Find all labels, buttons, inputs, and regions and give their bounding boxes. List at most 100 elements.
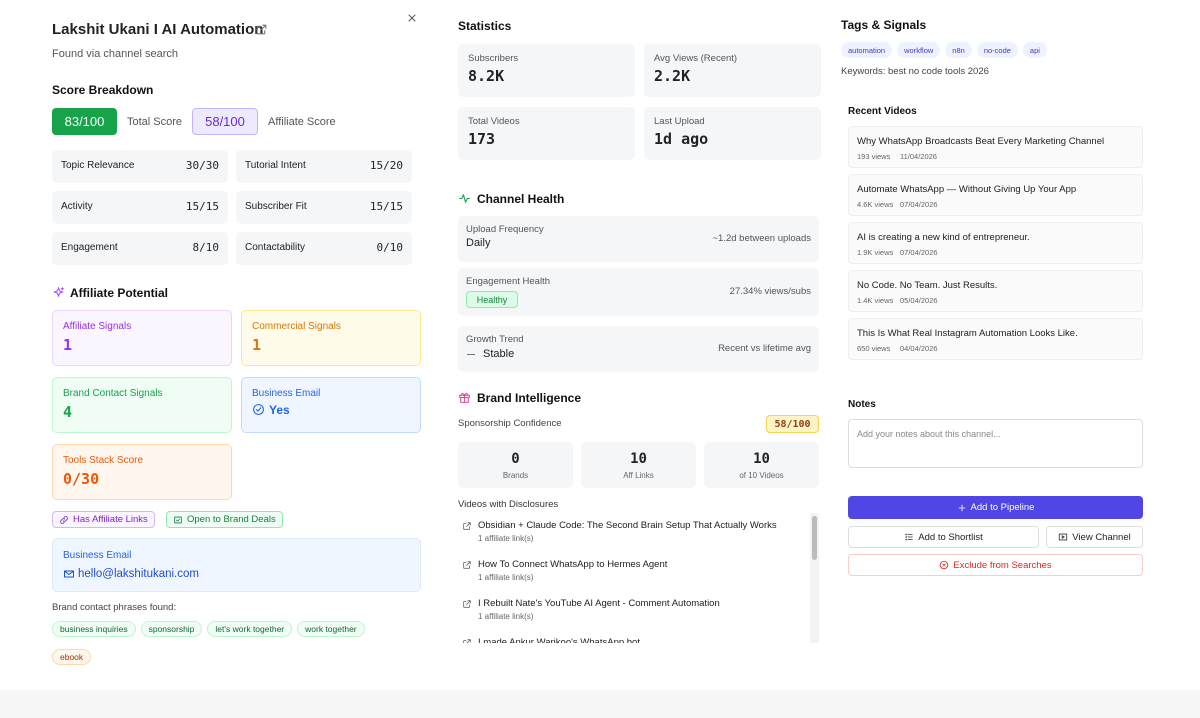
view-channel-button[interactable]: View Channel: [1046, 526, 1143, 548]
phrase-chip: work together: [297, 621, 365, 637]
signal-card-label: Commercial Signals: [252, 321, 341, 332]
signal-badge-text: Open to Brand Deals: [187, 514, 276, 525]
keywords: Keywords: best no code tools 2026: [841, 66, 989, 77]
recent-title: Automate WhatsApp — Without Giving Up Yo…: [857, 184, 1077, 195]
footer-area: [0, 690, 1200, 718]
icon: [64, 570, 74, 578]
recent-video[interactable]: No Code. No Team. Just Results. 1.4K view…: [848, 270, 1143, 312]
phrase-chip: ebook: [52, 649, 92, 665]
brand-stat-label: of 10 Videos: [739, 471, 784, 480]
keywords-value: best no code tools 2026: [888, 66, 989, 77]
icon: [940, 560, 949, 570]
icon-path: [256, 24, 267, 35]
affiliate-score-badge: 58/100: [192, 108, 258, 135]
score-item-value: 15/15: [185, 200, 219, 213]
icon: [53, 287, 64, 297]
trend-dash: [467, 354, 475, 355]
disclosure-title: Obsidian + Claude Code: The Second Brain…: [478, 520, 777, 531]
icon-path: [64, 570, 74, 578]
pipeline-button[interactable]: Add to Pipeline: [848, 496, 1143, 519]
channel-subtitle: Found via channel search: [52, 48, 178, 60]
stat-label: Avg Views (Recent): [654, 53, 738, 64]
icon-path: [174, 516, 182, 523]
recent-video[interactable]: This Is What Real Instagram Automation L…: [848, 318, 1143, 360]
recent-title: This Is What Real Instagram Automation L…: [857, 328, 1078, 339]
section-heading: Recent Videos: [848, 106, 917, 117]
score-item-value: 30/30: [185, 159, 219, 172]
health-row: Engagement Health Healthy 27.34% views/sub…: [458, 268, 819, 316]
icon-path: [253, 404, 264, 415]
recent-date: 07/04/2026: [900, 200, 938, 209]
phrase-chip: sponsorship: [140, 621, 203, 637]
health-label: Growth Trend: [466, 334, 524, 345]
brand-stat: 0 Brands: [458, 442, 573, 488]
icon: [256, 24, 267, 35]
recent-video[interactable]: Automate WhatsApp — Without Giving Up Yo…: [848, 174, 1143, 216]
icon: [459, 194, 470, 203]
health-note: ~1.2d between uploads: [712, 233, 811, 244]
health-chip: Healthy: [466, 291, 518, 308]
notes-input[interactable]: Add your notes about this channel...: [848, 419, 1143, 468]
brand-stat-value: 10: [753, 451, 770, 467]
icon: [905, 533, 914, 541]
recent-title: Why WhatsApp Broadcasts Beat Every Marke…: [857, 136, 1105, 147]
recent-video[interactable]: AI is creating a new kind of entrepreneu…: [848, 222, 1143, 264]
stat-card: Last Upload 1d ago: [644, 107, 821, 160]
brand-stat: 10 Aff Links: [581, 442, 696, 488]
icon-path: [463, 600, 471, 608]
recent-views: 1.9K views: [857, 248, 894, 257]
tag-chip: automation: [841, 42, 893, 58]
scroll-track: [810, 513, 819, 643]
recent-date: 07/04/2026: [900, 248, 938, 257]
stat-label: Last Upload: [654, 116, 705, 127]
icon-path: [463, 561, 471, 569]
email-box: Business Email hello@lakshitukani.com: [52, 538, 421, 592]
exclude-button[interactable]: Exclude from Searches: [848, 554, 1143, 576]
close-button[interactable]: [404, 10, 420, 26]
health-note: Recent vs lifetime avg: [718, 343, 811, 354]
shortlist-button-text: Add to Shortlist: [918, 531, 983, 543]
score-item-label: Tutorial Intent: [245, 160, 306, 171]
icon-path: [940, 560, 949, 570]
health-label: Engagement Health: [466, 276, 550, 287]
score-item: Tutorial Intent 15/20: [236, 150, 412, 183]
affiliate-score-label: Affiliate Score: [268, 116, 336, 128]
signal-card-label: Tools Stack Score: [63, 455, 144, 466]
stat-value: 2.2K: [654, 67, 691, 85]
disclosure-title: How To Connect WhatsApp to Hermes Agent: [478, 559, 668, 570]
health-row: Growth Trend Stable Recent vs lifetime avg: [458, 326, 819, 372]
icon-path: [1059, 533, 1068, 541]
signal-card-label: Brand Contact Signals: [63, 388, 163, 399]
total-score-label: Total Score: [127, 116, 183, 128]
tag-chip: api: [1022, 42, 1047, 58]
stat-value: 8.2K: [468, 67, 505, 85]
tag-chip: no-code: [976, 42, 1018, 58]
score-item: Engagement 8/10: [52, 232, 228, 265]
disclosure-heading: Videos with Disclosures: [458, 499, 559, 510]
disclosure-note: 1 affiliate link(s): [478, 534, 534, 543]
section-heading: Affiliate Potential: [70, 286, 169, 300]
brand-stat-value: 0: [511, 451, 520, 467]
icon: [408, 14, 416, 22]
disclosure-list: Obsidian + Claude Code: The Second Brain…: [458, 513, 820, 643]
recent-views: 650 views: [857, 344, 891, 353]
recent-video[interactable]: Why WhatsApp Broadcasts Beat Every Marke…: [848, 126, 1143, 168]
score-item: Activity 15/15: [52, 191, 228, 224]
health-row: Upload Frequency Daily ~1.2d between uploa…: [458, 216, 819, 262]
signal-card-value: 1: [63, 336, 73, 354]
brand-stat-value: 10: [630, 451, 647, 467]
health-note: 27.34% views/subs: [729, 286, 811, 297]
stat-value: 173: [468, 130, 496, 148]
stat-label: Total Videos: [468, 116, 520, 127]
disclosure-title: I made Ankur Warikoo's WhatsApp bot: [478, 637, 640, 643]
icon: [463, 522, 471, 530]
brand-stat-label: Aff Links: [623, 471, 654, 480]
section-heading: Notes: [848, 399, 876, 410]
phrase-chip: let's work together: [207, 621, 293, 637]
phrase-chip: business inquiries: [52, 621, 136, 637]
shortlist-button[interactable]: Add to Shortlist: [848, 526, 1039, 548]
icon-path: [463, 639, 471, 643]
tag-chip: n8n: [945, 42, 972, 58]
signal-card: Affiliate Signals 1: [52, 310, 232, 366]
signal-card: Tools Stack Score 0/30: [52, 444, 232, 500]
